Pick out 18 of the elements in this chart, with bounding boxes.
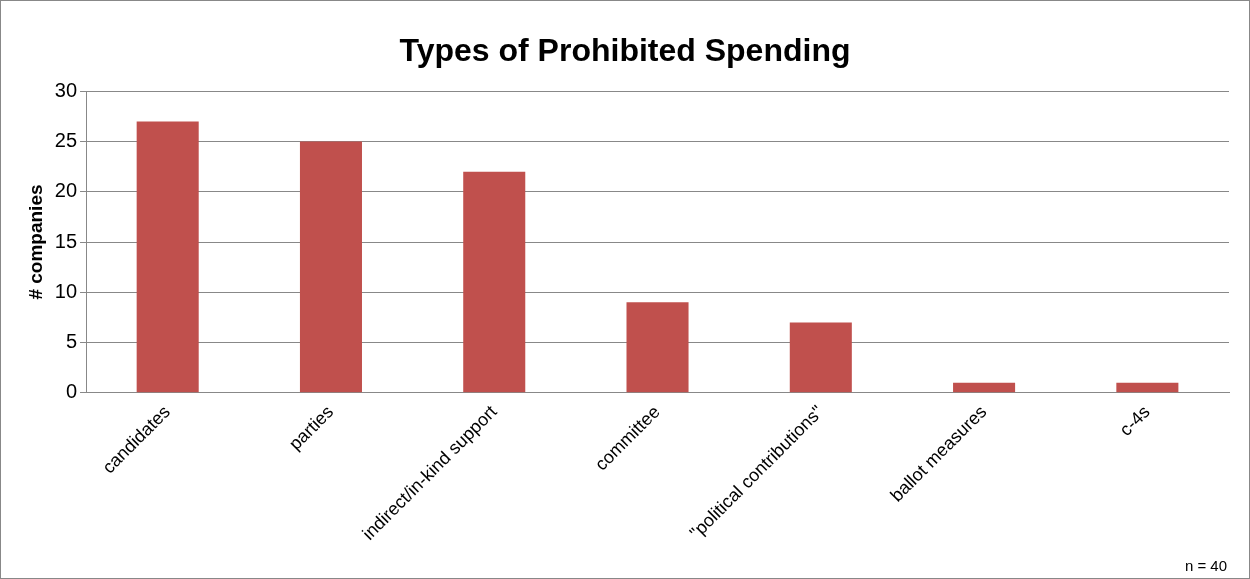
y-tick-label: 20	[54, 179, 78, 202]
y-tick-label: 5	[65, 329, 78, 352]
y-tick-label: 30	[54, 78, 78, 101]
y-tick-label: 15	[54, 229, 78, 252]
chart-title: Types of Prohibited Spending	[399, 32, 851, 69]
bar	[136, 121, 199, 393]
y-axis-title: # companies	[24, 184, 46, 300]
bar	[1116, 382, 1179, 393]
bar	[789, 322, 852, 393]
bar	[626, 302, 689, 393]
text: n = 40	[1184, 556, 1227, 574]
bar	[463, 171, 526, 393]
y-tick-label: 25	[54, 129, 78, 152]
y-tick-label: 0	[65, 380, 78, 403]
x-tick-label: c-4s	[1115, 401, 1154, 440]
y-tick-label: 10	[54, 279, 78, 302]
bar	[299, 141, 362, 393]
bar	[953, 382, 1016, 393]
